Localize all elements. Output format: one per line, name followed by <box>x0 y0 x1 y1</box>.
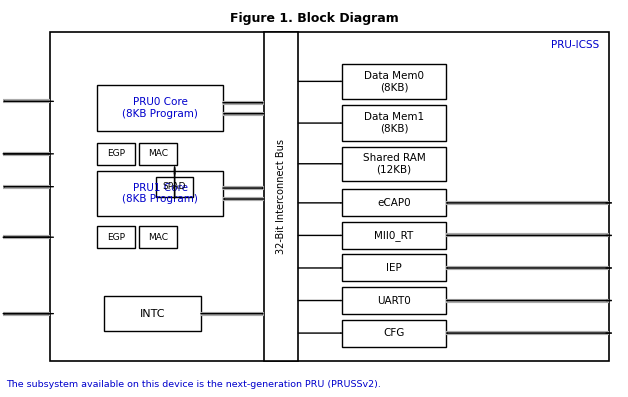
Bar <box>97 143 135 165</box>
Text: Shared RAM
(12KB): Shared RAM (12KB) <box>363 153 425 175</box>
Text: The subsystem available on this device is the next-generation PRU (PRUSSv2).: The subsystem available on this device i… <box>6 380 381 389</box>
Bar <box>342 64 446 99</box>
Text: UART0: UART0 <box>377 295 411 306</box>
Bar <box>139 226 177 248</box>
Bar <box>139 143 177 165</box>
Text: MII0_RT: MII0_RT <box>374 230 414 241</box>
Text: PRU-ICSS: PRU-ICSS <box>551 40 600 50</box>
Text: eCAP0: eCAP0 <box>377 198 411 208</box>
Bar <box>342 222 446 249</box>
Text: CFG: CFG <box>383 328 405 338</box>
Text: EGP: EGP <box>107 149 125 158</box>
Bar <box>342 254 446 281</box>
Text: MAC: MAC <box>148 233 168 242</box>
Bar <box>50 32 609 361</box>
Text: PRU1 Core
(8KB Program): PRU1 Core (8KB Program) <box>122 183 198 204</box>
Text: IEP: IEP <box>386 263 402 273</box>
Bar <box>97 226 135 248</box>
Bar <box>342 105 446 141</box>
Text: INTC: INTC <box>139 308 165 319</box>
Bar <box>342 287 446 314</box>
Bar <box>97 171 223 216</box>
Text: 32-Bit Interconnect Bus: 32-Bit Interconnect Bus <box>276 139 286 254</box>
Text: MAC: MAC <box>148 149 168 158</box>
Text: Figure 1. Block Diagram: Figure 1. Block Diagram <box>230 12 398 25</box>
Bar <box>97 85 223 131</box>
Bar <box>104 296 201 331</box>
Text: PRU0 Core
(8KB Program): PRU0 Core (8KB Program) <box>122 97 198 119</box>
Text: EGP: EGP <box>107 233 125 242</box>
Text: Data Mem1
(8KB): Data Mem1 (8KB) <box>364 112 424 134</box>
Text: Data Mem0
(8KB): Data Mem0 (8KB) <box>364 71 424 92</box>
Bar <box>264 32 298 361</box>
Bar <box>342 189 446 216</box>
Bar <box>342 147 446 181</box>
Text: SPAD: SPAD <box>163 182 187 191</box>
Bar <box>342 320 446 347</box>
Bar <box>156 177 193 197</box>
